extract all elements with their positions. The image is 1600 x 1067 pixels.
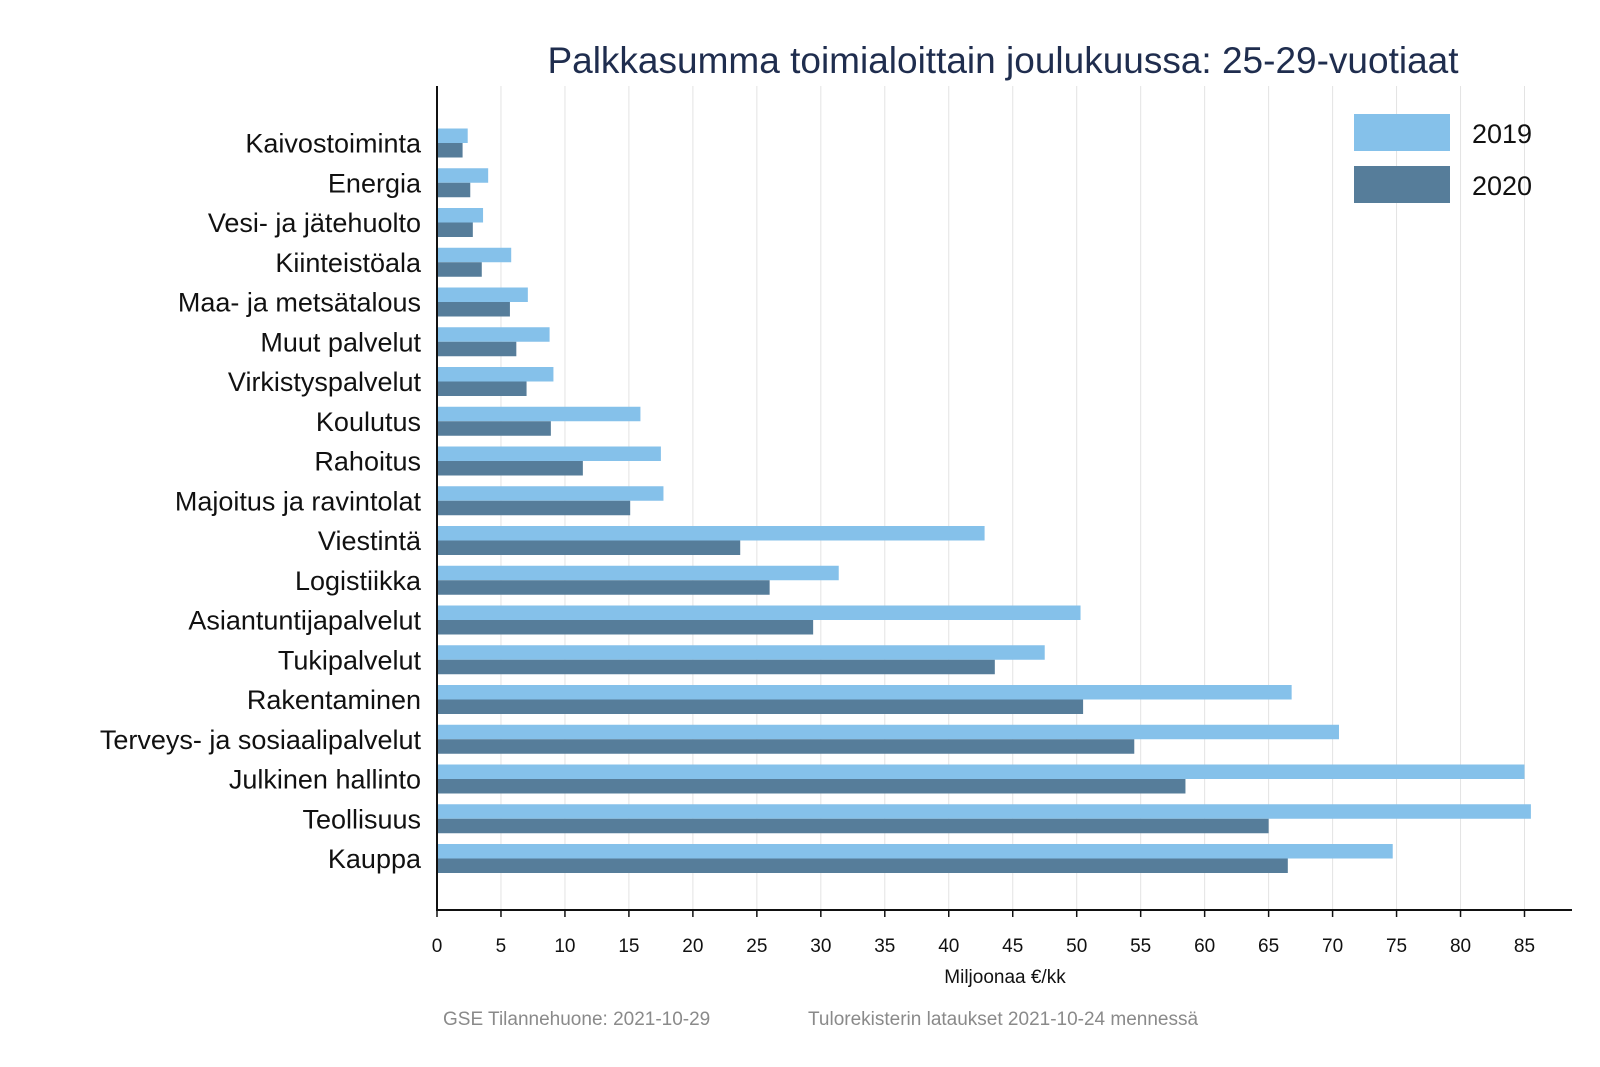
bar-2019 xyxy=(437,406,641,422)
bar-2019 xyxy=(437,565,839,581)
category-label: Terveys- ja sosiaalipalvelut xyxy=(100,725,422,755)
bar-2019 xyxy=(437,645,1045,660)
x-tick-label: 80 xyxy=(1450,936,1471,957)
bar-2020 xyxy=(437,262,482,277)
bar-2020 xyxy=(437,182,471,198)
x-tick-label: 85 xyxy=(1514,936,1535,957)
x-tick-label: 20 xyxy=(682,936,703,957)
category-label: Asiantuntijapalvelut xyxy=(188,606,421,636)
bar-2020 xyxy=(437,461,583,476)
bar-2020 xyxy=(437,381,527,396)
x-tick-label: 50 xyxy=(1066,936,1087,957)
bar-2019 xyxy=(437,764,1525,779)
category-label: Viestintä xyxy=(318,526,422,556)
category-label: Majoitus ja ravintolat xyxy=(175,486,422,516)
bar-2019 xyxy=(437,844,1393,859)
x-tick-label: 45 xyxy=(1002,936,1023,957)
bar-2020 xyxy=(437,620,814,635)
x-axis-title: Miljoonaa €/kk xyxy=(944,967,1066,988)
bar-2020 xyxy=(437,858,1288,873)
legend-label-2019: 2019 xyxy=(1472,119,1532,149)
bar-2020 xyxy=(437,500,631,516)
x-tick-label: 40 xyxy=(938,936,959,957)
category-label: Maa- ja metsätalous xyxy=(178,288,421,318)
legend-label-2020: 2020 xyxy=(1472,171,1532,201)
category-label: Julkinen hallinto xyxy=(229,765,421,795)
category-label: Logistiikka xyxy=(295,566,422,596)
x-axis-ticks: 0 5 10 15 20 25 30 35 40 45 50 55 60 65 70 75 80 85 xyxy=(432,910,1535,957)
category-label: Rahoitus xyxy=(314,447,421,477)
category-label: Rakentaminen xyxy=(247,685,421,715)
x-tick-label: 35 xyxy=(874,936,895,957)
x-tick-label: 25 xyxy=(746,936,767,957)
footer-source: GSE Tilannehuone: 2021-10-29 xyxy=(443,1009,710,1030)
x-tick-label: 30 xyxy=(810,936,831,957)
bar-2019 xyxy=(437,208,484,223)
bar-2019 xyxy=(437,486,664,501)
x-tick-label: 0 xyxy=(432,936,443,957)
category-labels: Kaivostoiminta Energia Vesi- ja jätehuolto… xyxy=(100,129,422,875)
bar-2019 xyxy=(437,526,985,541)
bar-2020 xyxy=(437,143,463,158)
category-label: Muut palvelut xyxy=(260,327,421,357)
bar-2019 xyxy=(437,685,1292,700)
category-label: Kauppa xyxy=(328,844,422,874)
x-tick-label: 60 xyxy=(1194,936,1215,957)
category-label: Kiinteistöala xyxy=(275,248,422,278)
bar-2020 xyxy=(437,739,1135,754)
x-tick-label: 15 xyxy=(618,936,639,957)
category-label: Koulutus xyxy=(316,407,421,437)
bar-2020 xyxy=(437,659,995,675)
category-label: Energia xyxy=(328,168,422,198)
bar-2019 xyxy=(437,446,661,461)
bar-2020 xyxy=(437,341,517,357)
category-label: Virkistyspalvelut xyxy=(228,367,422,397)
category-label: Teollisuus xyxy=(302,804,421,834)
category-label: Tukipalvelut xyxy=(278,645,422,675)
bar-2019 xyxy=(437,367,554,382)
legend-swatch-2020 xyxy=(1354,166,1450,203)
x-tick-label: 65 xyxy=(1258,936,1279,957)
bar-2020 xyxy=(437,818,1269,834)
bar-2020 xyxy=(437,421,551,436)
bar-2019 xyxy=(437,605,1081,620)
bar-2019 xyxy=(437,804,1531,819)
bars xyxy=(437,128,1531,873)
chart-title: Palkkasumma toimialoittain joulukuussa: … xyxy=(547,40,1459,81)
footer-note: Tulorekisterin lataukset 2021-10-24 menn… xyxy=(808,1009,1198,1030)
bar-2020 xyxy=(437,699,1084,714)
bar-2020 xyxy=(437,302,510,317)
bar-2020 xyxy=(437,580,770,595)
category-label: Kaivostoiminta xyxy=(245,129,422,159)
x-tick-label: 70 xyxy=(1322,936,1343,957)
bar-2019 xyxy=(437,287,528,302)
bar-2019 xyxy=(437,724,1339,740)
bar-2019 xyxy=(437,168,489,183)
bar-2019 xyxy=(437,247,512,263)
bar-2020 xyxy=(437,222,473,237)
category-label: Vesi- ja jätehuolto xyxy=(208,208,421,238)
legend: 2019 2020 xyxy=(1354,114,1532,203)
x-tick-label: 75 xyxy=(1386,936,1407,957)
legend-swatch-2019 xyxy=(1354,114,1450,151)
x-tick-label: 5 xyxy=(496,936,507,957)
bar-2019 xyxy=(437,128,468,143)
bar-2020 xyxy=(437,779,1186,794)
x-tick-label: 10 xyxy=(554,936,575,957)
bar-2020 xyxy=(437,540,741,555)
bar-2019 xyxy=(437,327,550,342)
x-tick-label: 55 xyxy=(1130,936,1151,957)
